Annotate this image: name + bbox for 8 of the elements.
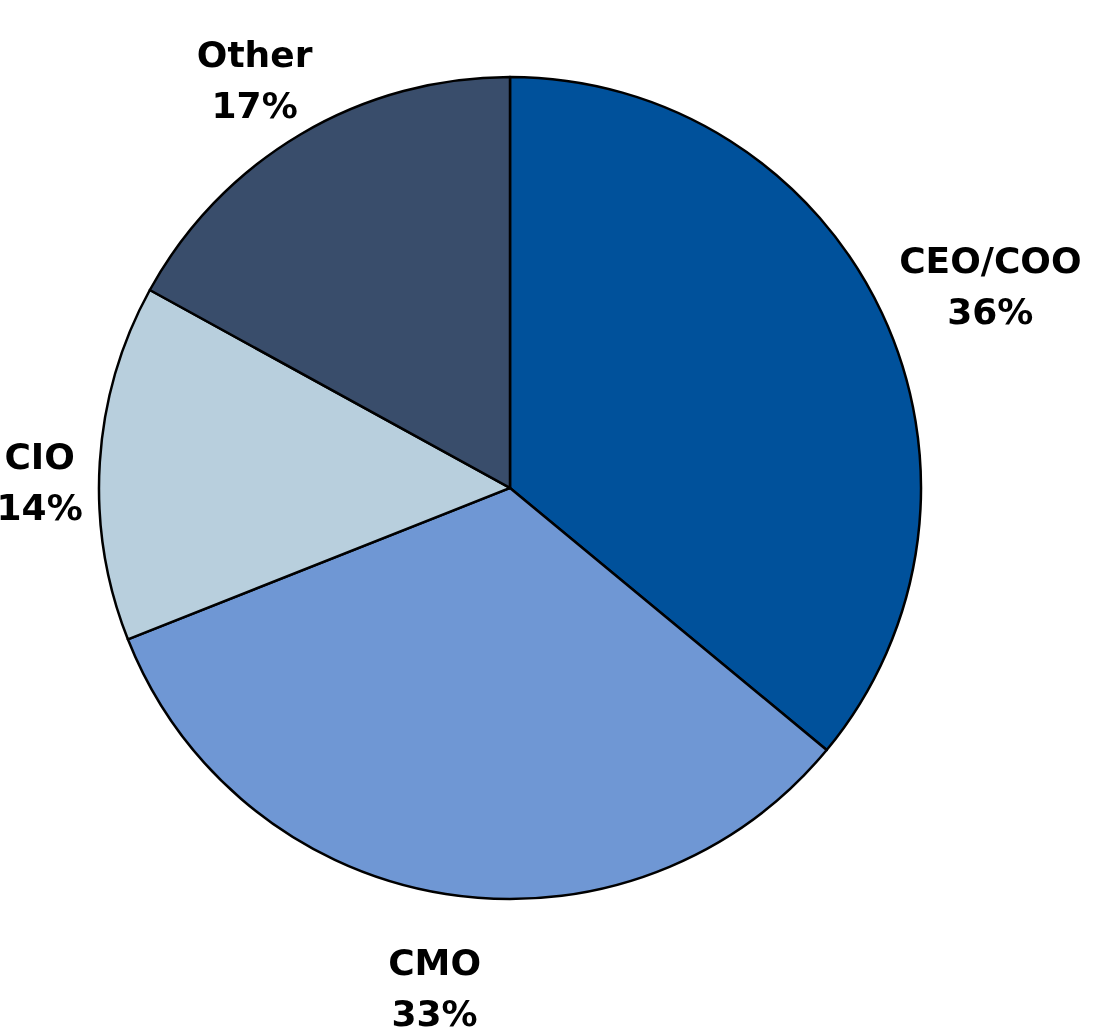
data-label: 33% [391, 993, 478, 1029]
slice-label: Other [196, 34, 313, 76]
slice-label: CMO [388, 942, 482, 984]
slice-label: CEO/COO [899, 239, 1082, 281]
data-label: 14% [0, 487, 83, 529]
data-label: 17% [211, 85, 298, 127]
slice-label: CIO [4, 436, 75, 478]
data-label: 36% [947, 290, 1034, 332]
